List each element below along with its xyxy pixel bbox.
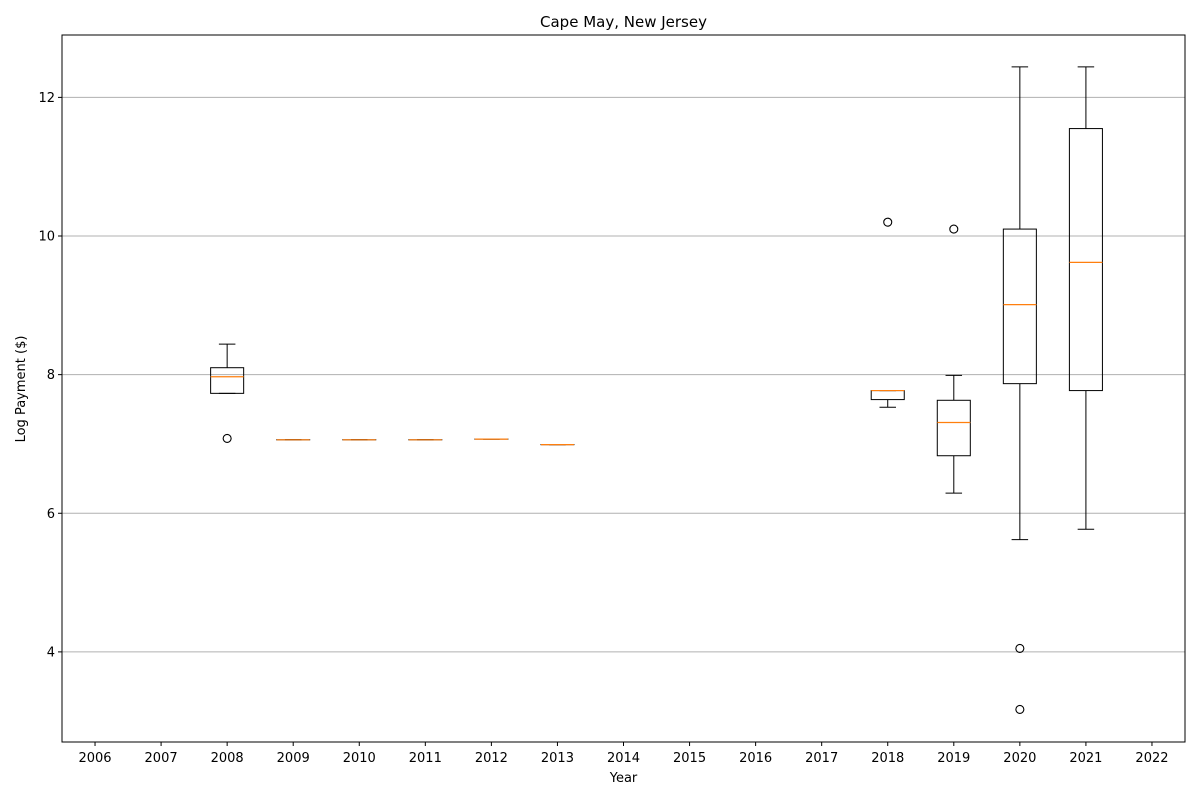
y-tick-label: 10 [38,230,55,245]
x-tick-label: 2012 [475,751,508,766]
chart-title: Cape May, New Jersey [540,13,707,31]
y-tick-label: 4 [47,645,55,660]
boxes [210,66,1103,714]
x-tick-label: 2019 [937,751,970,766]
gridlines [62,96,1185,653]
box-group-2021 [1068,66,1103,530]
x-tick-label: 2008 [211,751,244,766]
box-iqr [1068,128,1103,392]
box-iqr [210,367,245,394]
x-tick-label: 2017 [805,751,838,766]
box-iqr [936,399,971,457]
y-tick-label: 8 [47,368,55,383]
plot-area-frame [61,34,1186,743]
y-axis-label: Log Payment ($) [14,336,29,443]
box-group-2008 [210,343,245,443]
x-tick-label: 2022 [1135,751,1168,766]
y-axis-ticks: 4 6 8 10 12 [38,91,62,660]
x-axis-label: Year [609,771,638,786]
x-tick-label: 2011 [409,751,442,766]
x-tick-label: 2021 [1069,751,1102,766]
box-iqr [870,390,905,401]
box-iqr [1002,228,1037,385]
outlier-point [222,433,232,443]
outlier-point [949,224,959,234]
outlier-point [1015,704,1025,714]
y-tick-label: 6 [47,507,55,522]
box-group-2018 [870,217,905,408]
x-tick-label: 2018 [871,751,904,766]
x-tick-label: 2010 [343,751,376,766]
x-tick-label: 2007 [145,751,178,766]
x-tick-label: 2014 [607,751,640,766]
y-tick-label: 12 [38,91,55,106]
x-tick-label: 2009 [277,751,310,766]
outlier-point [1015,643,1025,653]
outlier-point [883,217,893,227]
x-tick-label: 2013 [541,751,574,766]
x-axis-ticks: 2006 2007 2008 2009 2010 2011 2012 2013 2014 2015… [78,742,1169,766]
x-tick-label: 2020 [1003,751,1036,766]
x-tick-label: 2006 [78,751,111,766]
box-group-2019 [936,224,971,494]
x-tick-label: 2015 [673,751,706,766]
box-group-2020 [1002,66,1037,714]
x-tick-label: 2016 [739,751,772,766]
